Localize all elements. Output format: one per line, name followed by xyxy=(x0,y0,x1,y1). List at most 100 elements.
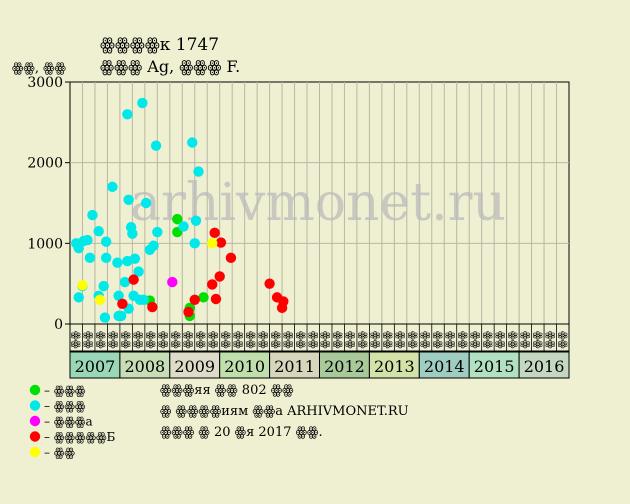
quarter-label: ꙮꙮ xyxy=(207,331,218,349)
year-cell xyxy=(219,351,271,379)
data-point xyxy=(189,294,200,305)
data-point xyxy=(207,279,218,290)
data-point xyxy=(117,298,128,310)
quarter-label: ꙮꙮ xyxy=(183,331,194,349)
data-point xyxy=(73,242,84,254)
legend-label: – ꙮꙮꙮꙮꙮБ xyxy=(44,430,116,444)
data-point xyxy=(129,253,141,264)
data-point xyxy=(190,215,202,226)
year-label: 2010 xyxy=(224,357,265,376)
data-point xyxy=(210,293,222,305)
data-point xyxy=(187,137,198,148)
y-tick-label: 1000 xyxy=(27,236,63,252)
data-point xyxy=(93,226,104,237)
quarter-label: ꙮꙮ xyxy=(557,331,568,349)
data-point xyxy=(128,274,139,285)
data-point xyxy=(133,266,144,277)
chart-title: ꙮꙮꙮꙮк 1747 xyxy=(100,35,219,55)
data-point xyxy=(172,213,183,225)
y-tick-label: 3000 xyxy=(27,75,63,91)
legend-label: – ꙮꙮ xyxy=(44,446,75,460)
quarter-label: ꙮꙮ xyxy=(457,331,468,349)
quarter-label: ꙮꙮ xyxy=(494,331,505,349)
quarter-label: ꙮꙮ xyxy=(245,331,256,349)
y-tick-label: 0 xyxy=(54,317,63,333)
note-line-3: ꙮꙮꙮ ꙮ 20 ꙮя 2017 ꙮꙮ. xyxy=(160,425,323,440)
year-cell xyxy=(468,351,520,379)
quarter-label: ꙮꙮ xyxy=(170,331,181,349)
legend-marker xyxy=(29,415,41,427)
legend-label: – ꙮꙮꙮ xyxy=(44,399,86,413)
data-point xyxy=(100,236,112,247)
legend-label: – ꙮꙮꙮа xyxy=(44,415,93,429)
quarter-label: ꙮꙮ xyxy=(70,331,81,349)
chart-subtitle: ꙮꙮꙮ Ag, ꙮꙮꙮ F. xyxy=(100,57,240,76)
quarter-label: ꙮꙮ xyxy=(345,331,356,349)
data-point xyxy=(107,181,118,193)
quarter-label: ꙮꙮ xyxy=(282,331,293,349)
y-tick-label: 2000 xyxy=(27,156,63,172)
year-cell xyxy=(69,351,121,379)
year-label: 2008 xyxy=(124,357,165,376)
year-label: 2011 xyxy=(274,357,315,376)
data-point xyxy=(84,252,96,264)
quarter-label: ꙮꙮ xyxy=(83,331,94,349)
data-point xyxy=(152,226,163,238)
data-point xyxy=(113,290,124,301)
data-point xyxy=(99,312,111,323)
year-label: 2007 xyxy=(75,357,116,376)
quarter-label: ꙮꙮ xyxy=(320,331,331,349)
data-point xyxy=(189,238,200,249)
data-point xyxy=(82,234,93,246)
data-point xyxy=(137,97,148,109)
legend-marker xyxy=(29,400,41,411)
data-point xyxy=(73,292,84,303)
quarter-label: ꙮꙮ xyxy=(332,331,343,349)
data-point xyxy=(264,278,275,289)
year-cell xyxy=(418,351,470,379)
data-point xyxy=(122,109,133,120)
quarter-label: ꙮꙮ xyxy=(407,331,418,349)
data-point xyxy=(77,280,88,291)
year-label: 2009 xyxy=(174,357,215,376)
data-point xyxy=(183,306,194,318)
data-point xyxy=(215,237,227,248)
quarter-label: ꙮꙮ xyxy=(158,331,169,349)
quarter-label: ꙮꙮ xyxy=(370,331,381,349)
year-cell xyxy=(269,351,321,379)
quarter-label: ꙮꙮ xyxy=(232,331,243,349)
data-point xyxy=(112,257,123,268)
quarter-label: ꙮꙮ xyxy=(482,331,493,349)
year-cell xyxy=(169,351,221,379)
quarter-label: ꙮꙮ xyxy=(432,331,443,349)
data-point xyxy=(98,280,109,292)
data-point xyxy=(167,276,178,288)
quarter-label: ꙮꙮ xyxy=(257,331,268,349)
data-point xyxy=(87,209,98,221)
legend-marker xyxy=(29,431,41,442)
year-cell xyxy=(319,351,370,379)
quarter-label: ꙮꙮ xyxy=(532,331,543,349)
legend-marker xyxy=(29,446,41,458)
quarter-label: ꙮꙮ xyxy=(295,331,306,349)
quarter-label: ꙮꙮ xyxy=(133,331,144,349)
data-point xyxy=(150,140,162,151)
data-point xyxy=(94,294,106,305)
quarter-label: ꙮꙮ xyxy=(95,331,106,349)
data-point xyxy=(100,252,112,264)
quarter-label: ꙮꙮ xyxy=(420,331,431,349)
legend-label: – ꙮꙮꙮ xyxy=(44,384,86,398)
data-point xyxy=(123,194,134,205)
year-label: 2012 xyxy=(324,357,365,376)
data-point xyxy=(148,240,159,251)
data-point xyxy=(138,294,149,305)
quarter-label: ꙮꙮ xyxy=(544,331,555,349)
year-label: 2015 xyxy=(474,357,515,376)
quarter-label: ꙮꙮ xyxy=(120,331,131,349)
year-label: 2013 xyxy=(374,357,415,376)
data-point xyxy=(119,276,131,288)
data-point xyxy=(115,310,127,322)
data-point xyxy=(147,301,158,313)
